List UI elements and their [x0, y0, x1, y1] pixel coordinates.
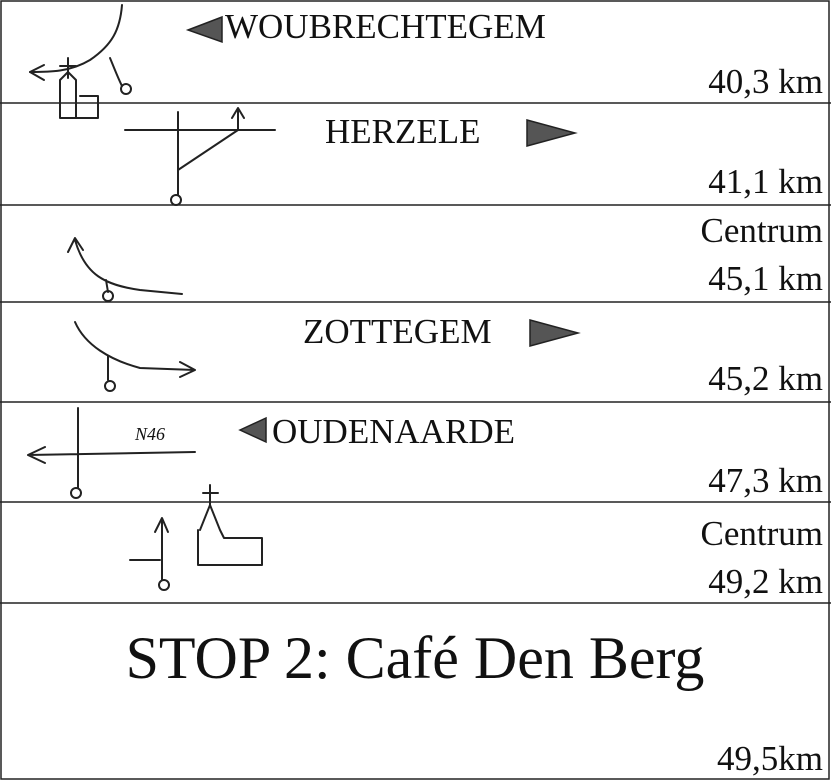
- arrow-right: [526, 119, 578, 147]
- distance: 49,2 km: [708, 562, 823, 601]
- distance: 41,1 km: [708, 162, 823, 201]
- distance: 40,3 km: [708, 62, 823, 101]
- sketch-row-1: [124, 107, 276, 206]
- distance: 47,3 km: [708, 461, 823, 500]
- row-dividers: [0, 102, 831, 604]
- sketch-row-5: [129, 484, 263, 591]
- distance: 49,5km: [717, 739, 823, 778]
- direction: Centrum: [701, 211, 823, 250]
- sketch-row-2: [67, 237, 183, 302]
- direction: OUDENAARDE: [272, 412, 515, 451]
- sketch-row-4: [27, 407, 196, 499]
- stop-title: STOP 2: Café Den Berg: [126, 625, 705, 691]
- arrow-left: [185, 15, 223, 44]
- arrow-right: [529, 319, 581, 347]
- direction: HERZELE: [325, 112, 481, 151]
- distance: 45,1 km: [708, 259, 823, 298]
- direction: ZOTTEGEM: [303, 312, 492, 351]
- sketch-row-3: [74, 321, 196, 392]
- distance: 45,2 km: [708, 359, 823, 398]
- arrow-left: [238, 416, 267, 444]
- road-number: N46: [134, 424, 165, 444]
- direction: Centrum: [701, 514, 823, 553]
- direction: WOUBRECHTEGEM: [225, 7, 546, 46]
- sketch-row-0: [29, 4, 132, 119]
